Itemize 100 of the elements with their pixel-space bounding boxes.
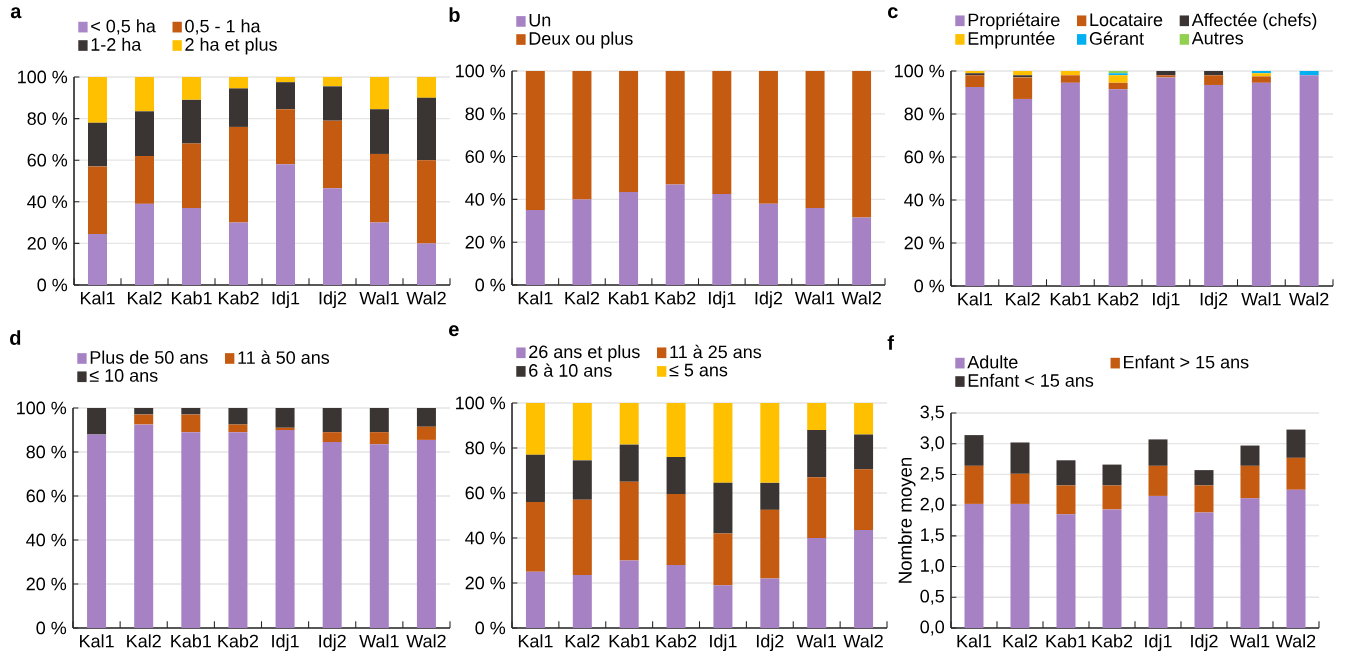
- x-tick-label: Kab1: [1050, 292, 1091, 306]
- y-tick-label: 1,0: [921, 559, 945, 574]
- bar: [760, 402, 780, 483]
- y-tick-label: 2,0: [920, 497, 945, 513]
- bar: [134, 424, 154, 628]
- legend-label: 6 à 10 ans: [529, 363, 612, 377]
- x-tick-label: Idj1: [708, 291, 736, 309]
- y-axis-title: Nombre moyen: [898, 457, 916, 583]
- y-tick-label: 1,5: [921, 528, 944, 544]
- bar: [275, 407, 295, 428]
- bar: [619, 560, 639, 628]
- y-tick-label: 80 %: [26, 445, 67, 459]
- x-tick-label: Kab2: [656, 634, 697, 648]
- legend-label: Empruntée: [968, 31, 1055, 49]
- bar: [323, 76, 342, 87]
- bar: [525, 210, 545, 285]
- bar: [1194, 470, 1214, 486]
- y-tick-label: 3,5: [920, 405, 944, 421]
- y-tick-label: 0,0: [920, 620, 945, 636]
- bar: [1010, 503, 1030, 628]
- bar: [369, 444, 389, 628]
- bar: [713, 585, 733, 628]
- bar: [1251, 82, 1271, 286]
- bar: [228, 424, 248, 433]
- y-tick-label: 40 %: [27, 195, 68, 209]
- chart-title: b: [449, 7, 460, 22]
- bar: [182, 99, 202, 144]
- x-tick-label: Kal2: [565, 291, 600, 305]
- bar: [417, 97, 436, 161]
- bar: [1240, 465, 1260, 499]
- bar: [807, 402, 827, 430]
- y-tick-label: 60 %: [27, 153, 68, 167]
- x-tick-label: Wal1: [1241, 292, 1281, 306]
- y-tick-label: 80 %: [465, 107, 506, 121]
- x-tick-label: Wal2: [843, 634, 883, 648]
- y-tick-label: 20 %: [465, 235, 506, 249]
- bar: [665, 70, 685, 185]
- y-tick-label: 40 %: [465, 531, 506, 545]
- bar: [1056, 514, 1076, 628]
- bar: [572, 460, 592, 500]
- bar: [758, 203, 778, 285]
- bar: [134, 407, 154, 415]
- x-tick-label: Kal1: [957, 634, 992, 648]
- x-tick-label: Wal1: [1229, 634, 1270, 648]
- bar: [323, 120, 342, 189]
- x-tick-label: Wal1: [359, 291, 399, 305]
- bar: [666, 402, 686, 457]
- bar: [87, 407, 107, 435]
- chart-title: f: [887, 335, 894, 350]
- x-tick-label: Wal1: [359, 634, 399, 648]
- bar: [964, 465, 984, 504]
- bar: [1204, 84, 1224, 286]
- bar: [1060, 70, 1080, 76]
- bar: [1056, 460, 1076, 486]
- x-tick-label: Idj2: [756, 634, 784, 652]
- x-tick-label: Wal2: [406, 634, 446, 648]
- bar: [964, 503, 984, 628]
- bar: [525, 402, 545, 455]
- legend-label: 2 ha et plus: [185, 37, 277, 55]
- bar: [181, 432, 201, 628]
- bar: [1194, 512, 1214, 628]
- x-tick-label: Kal2: [1003, 634, 1038, 648]
- bar: [1286, 457, 1306, 490]
- bar: [1013, 75, 1033, 78]
- bar: [1056, 485, 1076, 515]
- bar: [275, 429, 295, 628]
- bar: [88, 166, 108, 235]
- y-tick-label: 80 %: [465, 441, 506, 455]
- x-tick-label: Wal1: [794, 291, 835, 305]
- x-tick-label: Kal2: [565, 634, 600, 648]
- bar: [182, 208, 202, 285]
- bar: [370, 222, 389, 285]
- bar: [712, 194, 732, 285]
- bar: [619, 191, 639, 285]
- x-tick-label: Idj1: [272, 634, 299, 652]
- y-tick-label: 80 %: [904, 107, 945, 121]
- bar: [854, 469, 874, 531]
- bar: [713, 482, 733, 534]
- bar: [229, 222, 249, 285]
- x-tick-label: Wal2: [1275, 634, 1316, 648]
- bar: [760, 578, 780, 628]
- bar: [619, 402, 639, 445]
- bar: [1204, 75, 1224, 85]
- bar: [182, 143, 202, 209]
- bar: [1251, 76, 1271, 83]
- bar: [416, 407, 436, 427]
- bar: [1156, 70, 1176, 76]
- y-tick-label: 0 %: [475, 621, 506, 635]
- bar: [1148, 439, 1168, 466]
- legend-label: 0,5 - 1 ha: [185, 19, 261, 35]
- bar: [1299, 75, 1319, 286]
- bar: [1240, 445, 1260, 466]
- x-tick-label: Kab2: [1098, 292, 1139, 306]
- legend-label: Gérant: [1089, 31, 1144, 45]
- y-tick-label: 60 %: [465, 486, 506, 500]
- x-tick-label: Wal2: [841, 291, 881, 305]
- legend-label: Autres: [1191, 31, 1244, 45]
- bar: [370, 109, 389, 154]
- bar: [1108, 82, 1128, 90]
- x-tick-label: Kab2: [655, 291, 696, 305]
